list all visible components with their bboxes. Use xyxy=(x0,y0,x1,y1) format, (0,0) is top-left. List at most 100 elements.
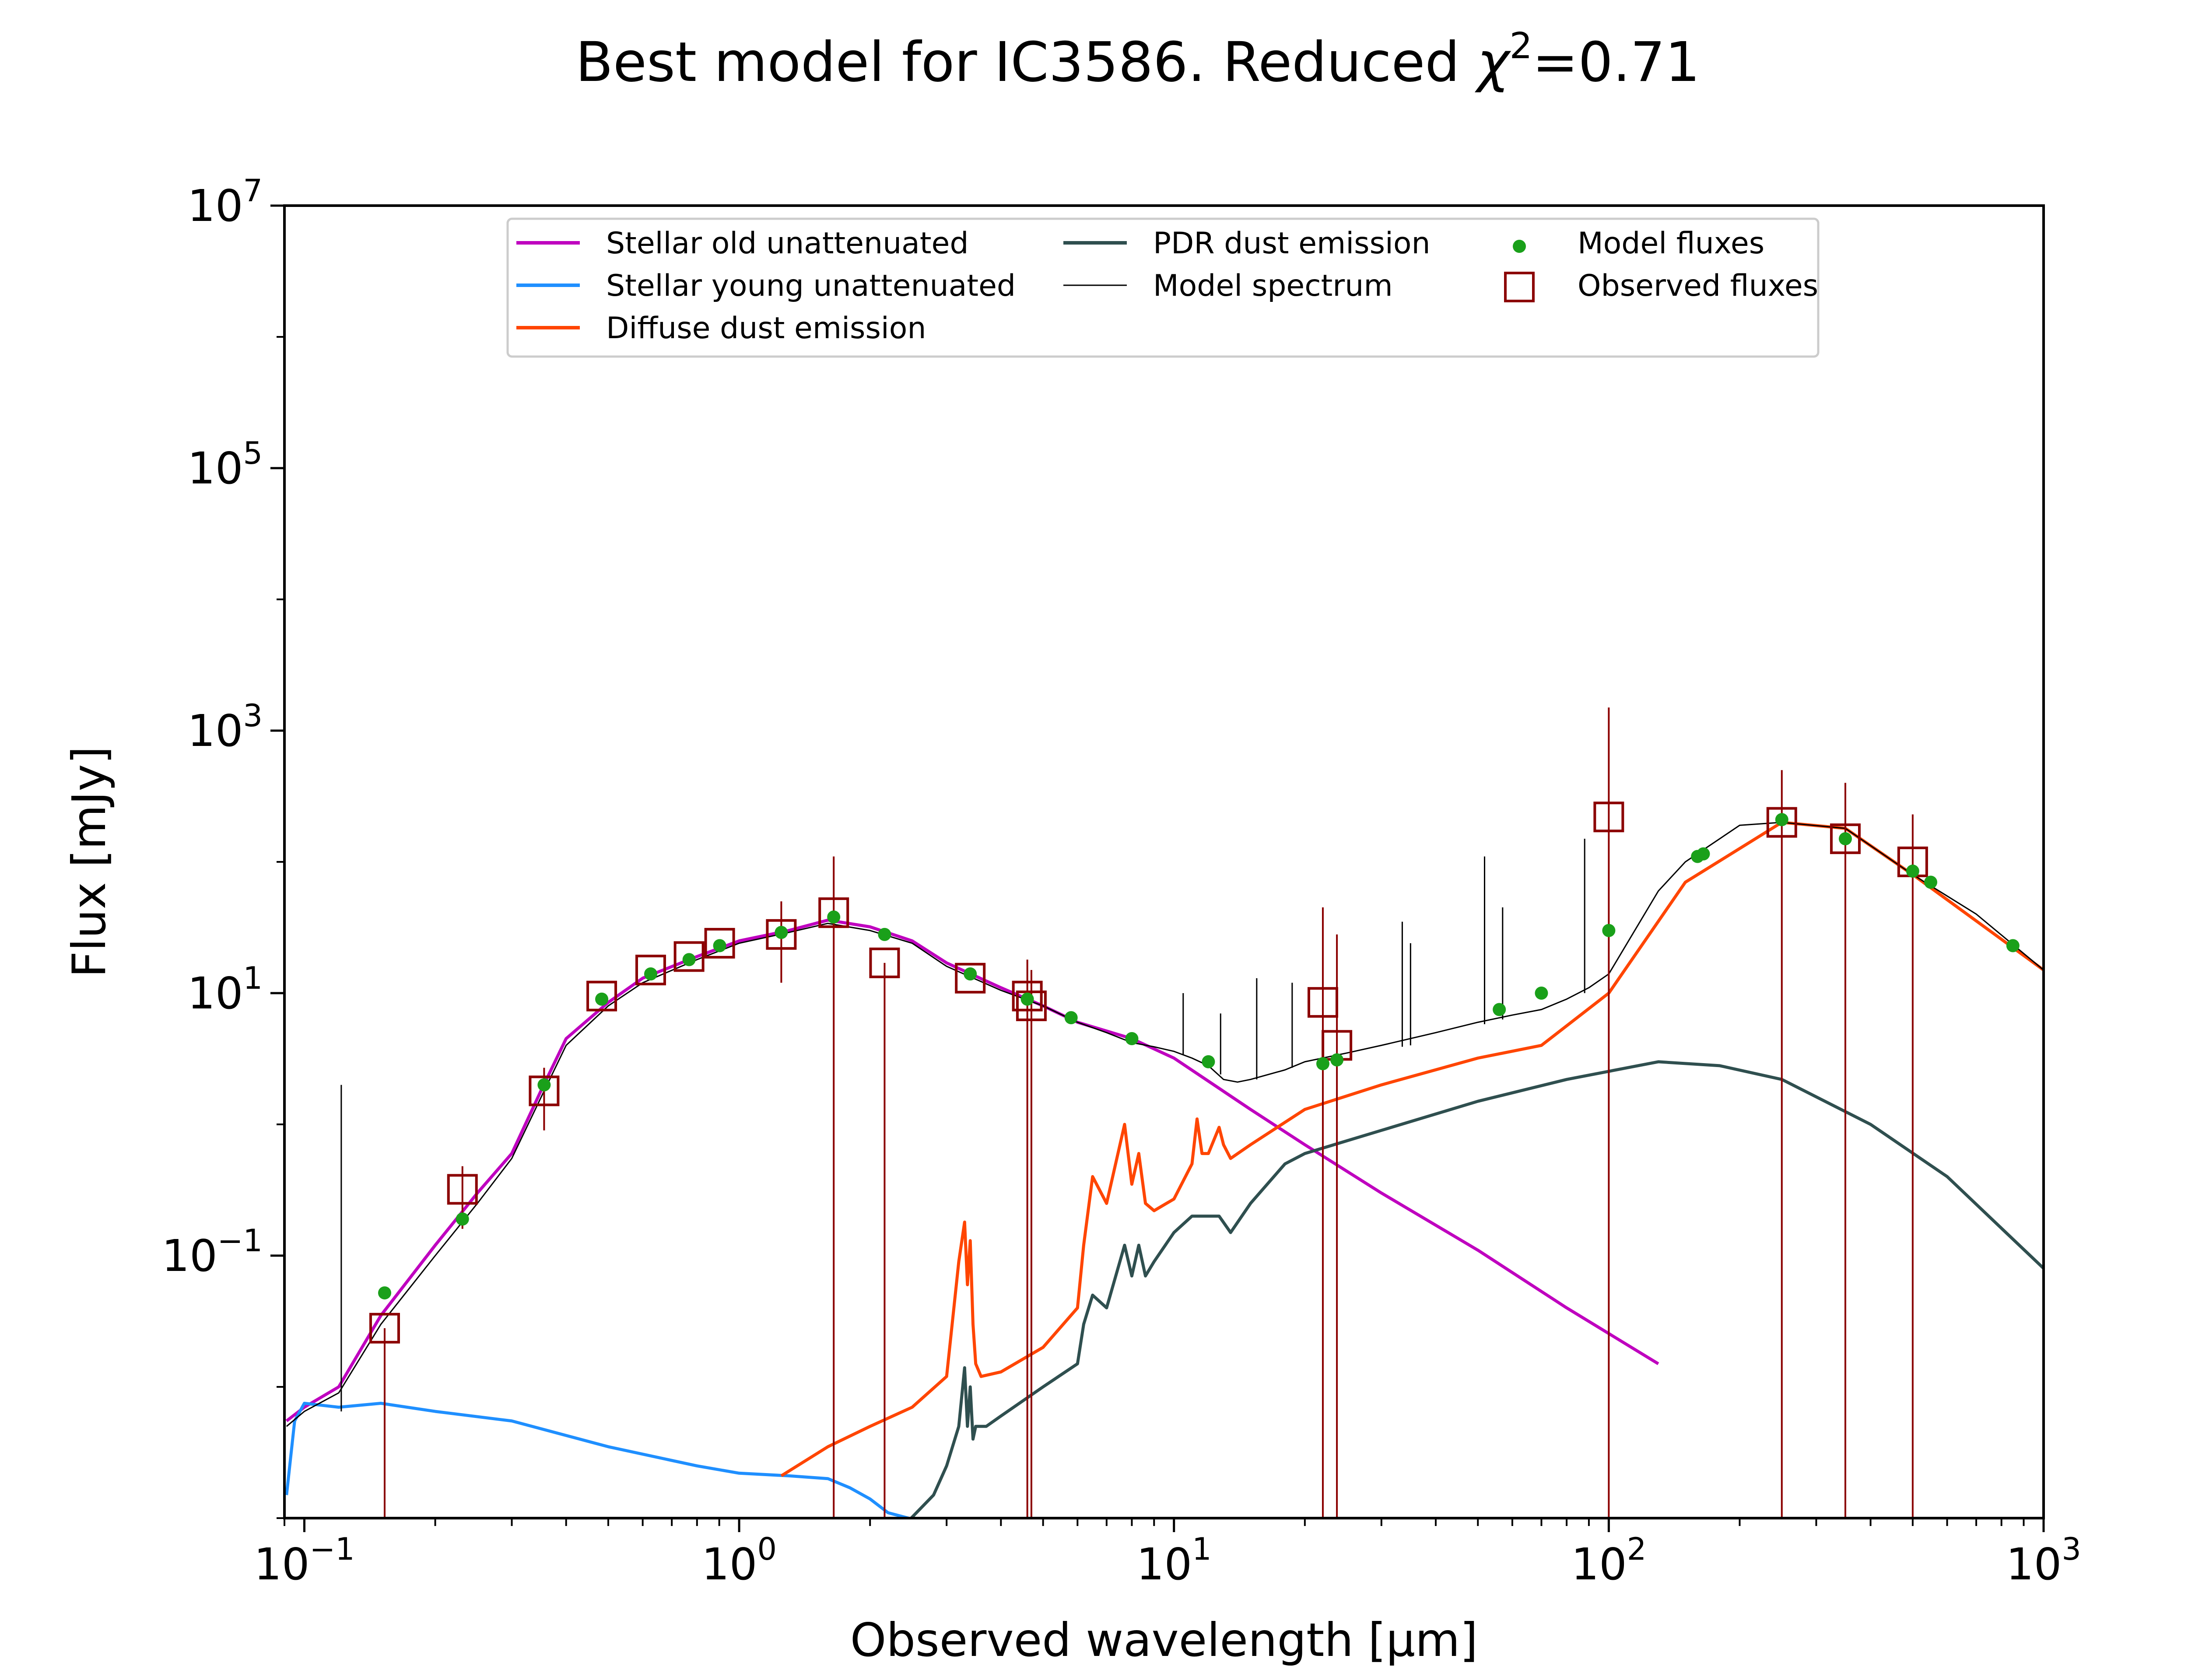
model-flux-point xyxy=(682,953,696,966)
legend-label: Stellar old unattenuated xyxy=(606,226,969,261)
series-line-stellar-old-unattenuated xyxy=(285,918,1659,1422)
x-tick-exp: 3 xyxy=(2062,1531,2081,1567)
x-tick-label: 103 xyxy=(2006,1531,2081,1590)
series-stellar-old-unattenuated xyxy=(285,918,1659,1422)
model-flux-point xyxy=(713,939,726,952)
model-flux-point xyxy=(1775,813,1788,826)
series-model-spectrum-lines xyxy=(340,839,1609,1412)
model-flux-point xyxy=(878,928,891,941)
series-line-model-spectrum xyxy=(286,822,2044,1427)
legend-items: Stellar old unattenuated Stellar young un… xyxy=(516,226,1818,346)
legend-label: Observed fluxes xyxy=(1578,269,1818,303)
observed-flux-marker xyxy=(586,980,617,1012)
x-tick-base: 10 xyxy=(2006,1539,2062,1590)
x-tick-base: 10 xyxy=(254,1539,309,1590)
series-pdr-dust-emission xyxy=(909,1060,2044,1518)
legend-label: PDR dust emission xyxy=(1153,226,1431,261)
legend: Stellar old unattenuated Stellar young un… xyxy=(506,217,1820,358)
model-flux-point xyxy=(1602,924,1616,937)
observed-flux-marker xyxy=(1593,802,1624,833)
title-sup: 2 xyxy=(1510,25,1532,67)
y-tick-base: 10 xyxy=(187,705,243,756)
y-tick-exp: 1 xyxy=(243,960,263,996)
x-tick-exp: 0 xyxy=(757,1531,777,1567)
observed-flux-marker xyxy=(818,897,849,928)
series-diffuse-dust-emission xyxy=(780,821,2044,1477)
series-stellar-young-unattenuated xyxy=(285,1402,915,1518)
model-flux-point xyxy=(2006,939,2020,952)
model-flux-point xyxy=(1535,987,1548,1000)
y-tick-base: 10 xyxy=(187,968,243,1019)
chart-title: Best model for IC3586. Reduced χ2=0.71 xyxy=(575,25,1700,94)
model-flux-point xyxy=(537,1078,551,1092)
legend-box xyxy=(506,217,1820,358)
series-line-diffuse-dust-emission xyxy=(780,821,2044,1477)
legend-swatch-dot xyxy=(1513,240,1526,253)
observed-flux-marker xyxy=(673,941,705,972)
model-flux-point xyxy=(1202,1055,1215,1068)
model-flux-point xyxy=(1330,1053,1344,1067)
x-axis-ticks: 10−1 100 101 102 103 xyxy=(254,1518,2081,1590)
x-tick-label: 101 xyxy=(1136,1531,1212,1590)
model-flux-point xyxy=(775,926,788,939)
legend-label: Model spectrum xyxy=(1153,269,1393,303)
model-flux-point xyxy=(1838,832,1852,846)
y-tick-exp: 3 xyxy=(243,698,263,734)
x-tick-base: 10 xyxy=(1136,1539,1192,1590)
observed-flux-marker xyxy=(447,1174,478,1205)
legend-item-observed-fluxes: Observed fluxes xyxy=(1504,269,1818,303)
y-tick-exp: −1 xyxy=(217,1223,263,1259)
observed-flux-marker xyxy=(529,1075,560,1106)
y-tick-base: 10 xyxy=(187,443,243,494)
observed-flux-marker xyxy=(704,928,735,959)
observed-flux-marker xyxy=(635,955,666,986)
model-flux-point xyxy=(456,1212,469,1226)
x-tick-exp: 2 xyxy=(1627,1531,1647,1567)
y-tick-label: 107 xyxy=(187,173,263,231)
axes-frame xyxy=(283,204,2045,1519)
model-flux-point xyxy=(644,967,657,981)
observed-flux-marker xyxy=(1307,987,1338,1018)
y-tick-label: 10−1 xyxy=(162,1223,263,1281)
y-tick-label: 101 xyxy=(187,960,263,1019)
model-flux-point xyxy=(1316,1057,1329,1071)
title-chi: χ xyxy=(1475,31,1511,94)
legend-item-model-fluxes: Model fluxes xyxy=(1513,226,1764,261)
legend-item-pdr-dust-emission: PDR dust emission xyxy=(1063,226,1431,261)
model-flux-point xyxy=(1020,992,1034,1006)
observed-flux-marker xyxy=(766,919,797,950)
series-line-stellar-young-unattenuated xyxy=(285,1402,915,1518)
model-flux-point xyxy=(1125,1032,1139,1046)
model-flux-point xyxy=(595,992,609,1006)
model-flux-point xyxy=(964,967,977,981)
observed-flux-marker xyxy=(869,947,900,978)
x-tick-base: 10 xyxy=(701,1539,757,1590)
model-flux-point xyxy=(1697,847,1710,861)
y-tick-label: 103 xyxy=(187,698,263,756)
y-tick-base: 10 xyxy=(162,1230,217,1281)
legend-item-model-spectrum: Model spectrum xyxy=(1063,269,1393,303)
x-tick-label: 100 xyxy=(701,1531,777,1590)
y-tick-label: 105 xyxy=(187,435,263,494)
x-tick-exp: 1 xyxy=(1192,1531,1212,1567)
observed-flux-marker xyxy=(1012,980,1043,1012)
series-line-pdr-dust-emission xyxy=(909,1060,2044,1518)
model-flux-point xyxy=(1924,875,1938,889)
x-axis-label: Observed wavelength [μm] xyxy=(850,1614,1478,1667)
y-tick-exp: 5 xyxy=(243,435,263,471)
model-flux-point xyxy=(1906,864,1919,878)
series-observed-fluxes xyxy=(369,707,1928,1518)
observed-flux-marker xyxy=(1766,807,1797,838)
title-main: Best model for IC3586. Reduced xyxy=(575,31,1477,94)
model-flux-point xyxy=(378,1286,391,1300)
legend-item-stellar-young-unattenuated: Stellar young unattenuated xyxy=(516,269,1016,303)
y-tick-exp: 7 xyxy=(243,173,263,209)
x-tick-label: 10−1 xyxy=(254,1531,354,1590)
model-flux-point xyxy=(1493,1003,1506,1016)
x-tick-base: 10 xyxy=(1571,1539,1627,1590)
title-tail: =0.71 xyxy=(1532,31,1700,94)
legend-label: Model fluxes xyxy=(1578,226,1764,261)
legend-label: Stellar young unattenuated xyxy=(606,269,1016,303)
